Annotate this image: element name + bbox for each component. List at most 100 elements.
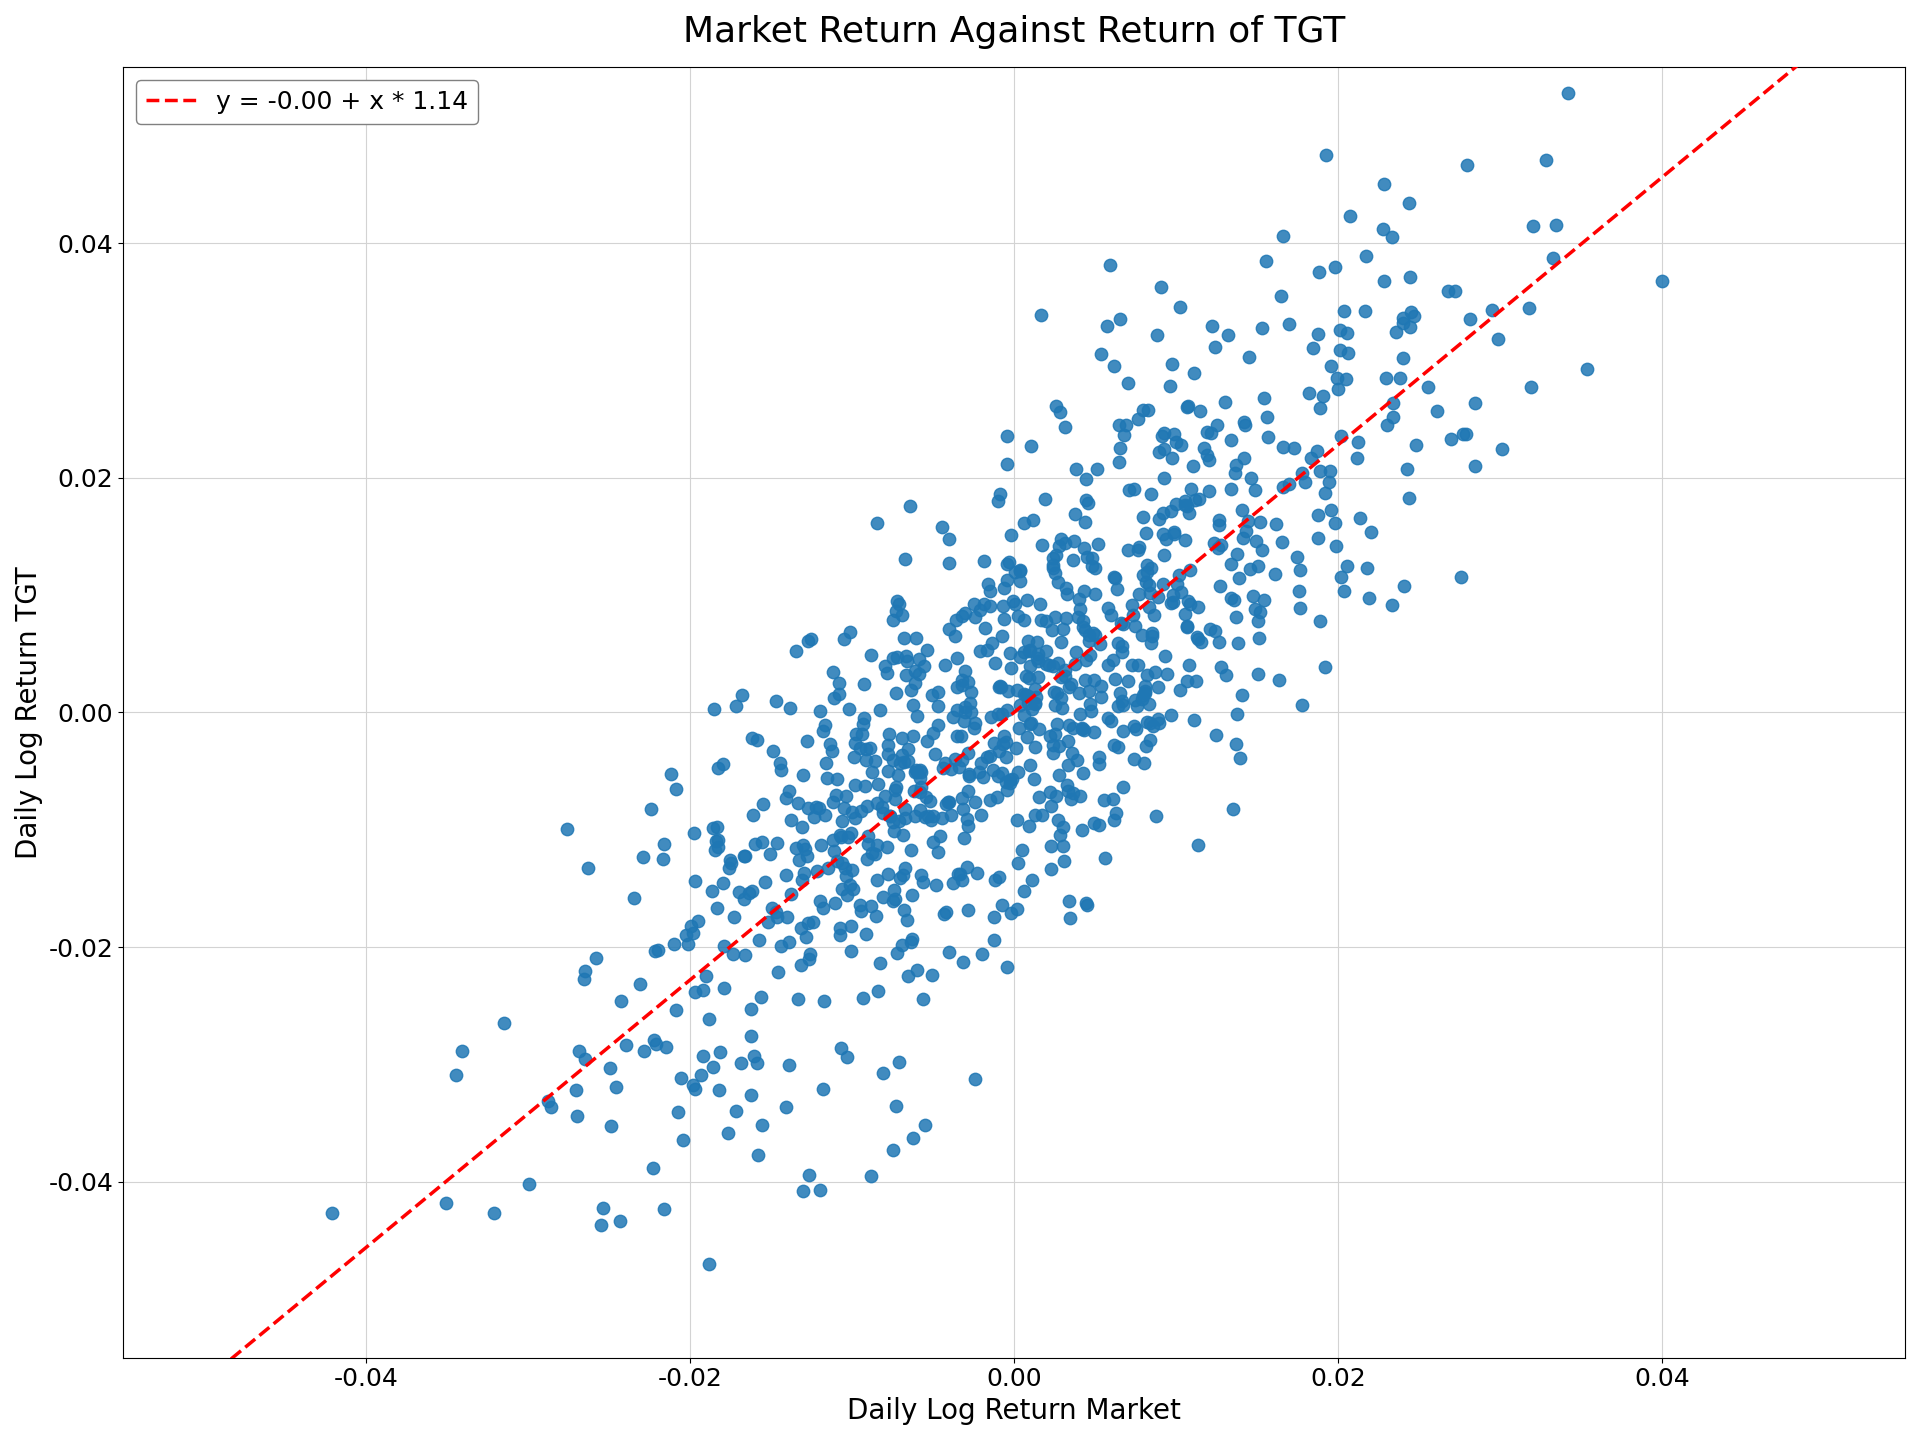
Point — [1158, 583, 1188, 606]
Point — [1354, 586, 1384, 609]
Point — [1054, 890, 1085, 913]
Point — [1129, 680, 1160, 703]
Point — [1146, 276, 1177, 300]
Point — [1083, 753, 1114, 776]
Point — [933, 791, 964, 814]
Point — [1142, 707, 1173, 730]
Point — [1217, 798, 1248, 821]
Legend: y = -0.00 + x * 1.14: y = -0.00 + x * 1.14 — [136, 79, 478, 124]
Point — [993, 553, 1023, 576]
Point — [910, 1113, 941, 1136]
Point — [1225, 746, 1256, 769]
Point — [1079, 624, 1110, 647]
Point — [1016, 435, 1046, 458]
Point — [995, 901, 1025, 924]
Point — [1004, 693, 1035, 716]
Point — [1148, 523, 1179, 546]
Point — [1092, 654, 1123, 677]
Point — [705, 1040, 735, 1063]
Point — [1079, 811, 1110, 834]
Point — [639, 939, 670, 962]
Point — [943, 863, 973, 886]
Point — [1077, 622, 1108, 645]
Point — [1142, 675, 1173, 698]
Point — [1079, 668, 1110, 691]
Point — [877, 811, 908, 834]
Point — [1273, 472, 1304, 495]
Point — [954, 765, 985, 788]
Point — [1050, 608, 1081, 631]
Point — [716, 851, 747, 874]
Point — [703, 815, 733, 838]
Point — [1371, 366, 1402, 389]
Point — [808, 896, 839, 919]
Point — [818, 829, 849, 852]
Point — [947, 749, 977, 772]
Point — [847, 986, 877, 1009]
Point — [881, 1094, 912, 1117]
Point — [605, 989, 636, 1012]
Point — [1250, 249, 1281, 272]
Point — [1133, 710, 1164, 733]
Point — [1041, 395, 1071, 418]
Point — [1142, 507, 1173, 530]
Point — [1181, 670, 1212, 693]
Point — [1131, 521, 1162, 544]
Point — [1077, 546, 1108, 569]
Point — [1020, 691, 1050, 714]
Point — [1012, 664, 1043, 687]
Point — [1114, 539, 1144, 562]
Point — [1023, 786, 1054, 809]
Point — [935, 804, 966, 827]
Point — [1006, 838, 1037, 861]
Point — [1304, 609, 1334, 632]
Point — [966, 804, 996, 827]
Point — [975, 580, 1006, 603]
Point — [1215, 428, 1246, 451]
Point — [960, 711, 991, 734]
Point — [899, 805, 929, 828]
Point — [785, 916, 816, 939]
Point — [895, 930, 925, 953]
Point — [945, 863, 975, 886]
Point — [1392, 456, 1423, 480]
Point — [835, 821, 866, 844]
Point — [1043, 570, 1073, 593]
Point — [1100, 566, 1131, 589]
Point — [824, 824, 854, 847]
Point — [1175, 559, 1206, 582]
Point — [872, 759, 902, 782]
Point — [1183, 625, 1213, 648]
Point — [910, 785, 941, 808]
Point — [847, 799, 877, 822]
Point — [839, 732, 870, 755]
Point — [728, 683, 758, 706]
Point — [1219, 589, 1250, 612]
Point — [877, 647, 908, 670]
Point — [749, 871, 780, 894]
Point — [1046, 631, 1077, 654]
Point — [1331, 367, 1361, 390]
Point — [1342, 431, 1373, 454]
Point — [1069, 618, 1100, 641]
Point — [478, 1201, 509, 1224]
Point — [1069, 510, 1100, 533]
Point — [1004, 645, 1035, 668]
Point — [772, 864, 803, 887]
Point — [1052, 773, 1083, 796]
Point — [927, 516, 958, 539]
Point — [1127, 624, 1158, 647]
Point — [1229, 446, 1260, 469]
Point — [1267, 435, 1298, 458]
Point — [1087, 685, 1117, 708]
Point — [1058, 742, 1089, 765]
Point — [1033, 654, 1064, 677]
Point — [1127, 505, 1158, 528]
Point — [1066, 703, 1096, 726]
Point — [1096, 603, 1127, 626]
Point — [1229, 410, 1260, 433]
Point — [743, 1143, 774, 1166]
Point — [643, 939, 674, 962]
Point — [814, 733, 845, 756]
Point — [1004, 560, 1035, 583]
